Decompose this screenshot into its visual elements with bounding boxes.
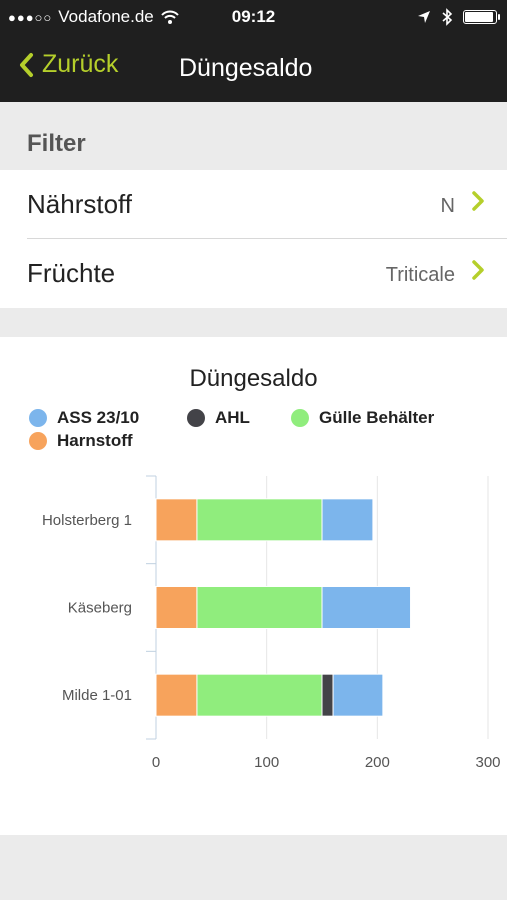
legend-label: AHL	[215, 408, 250, 427]
x-axis-tick-label: 100	[254, 754, 279, 771]
filter-row-fruechte[interactable]: Früchte Triticale	[0, 239, 507, 308]
chart-card: Düngesaldo ASS 23/10 AHL Gülle Behälter …	[0, 337, 507, 835]
filter-section-header: Filter	[0, 102, 507, 170]
back-button[interactable]: Zurück	[18, 50, 118, 79]
bar-segment	[155, 498, 198, 542]
x-axis-tick-label: 200	[365, 754, 390, 771]
legend-label: Harnstoff	[57, 431, 133, 450]
filter-row-naehrstoff[interactable]: Nährstoff N	[0, 170, 507, 239]
y-axis-category-label: Milde 1-01	[62, 687, 132, 704]
chevron-right-icon	[472, 191, 484, 211]
legend-dot-icon	[187, 409, 205, 427]
back-button-label: Zurück	[42, 50, 119, 78]
legend-label: ASS 23/10	[57, 408, 140, 427]
bluetooth-icon	[442, 8, 453, 26]
bar-segment	[196, 673, 323, 717]
x-axis-tick-label: 0	[152, 754, 160, 771]
legend-dot-icon	[29, 409, 47, 427]
filter-list: Nährstoff N Früchte Triticale	[0, 170, 507, 308]
filter-row-label: Früchte	[27, 258, 116, 288]
y-axis-category-label: Holsterberg 1	[42, 512, 132, 529]
legend-dot-icon	[29, 432, 47, 450]
legend-item-ahl[interactable]: AHL	[187, 408, 250, 428]
legend-item-ass[interactable]: ASS 23/10	[29, 408, 139, 428]
navigation-bar: Zurück Düngesaldo	[0, 36, 507, 102]
wifi-icon	[161, 10, 179, 24]
bar-segment	[321, 673, 334, 717]
bar-chart: Holsterberg 1 Käseberg Milde 1-01 0 100 200 30…	[42, 475, 501, 771]
location-arrow-icon	[418, 11, 430, 23]
status-time: 09:12	[231, 7, 276, 26]
bar-segment	[155, 586, 198, 629]
bar-segment	[332, 673, 384, 717]
chart-title: Düngesaldo	[189, 365, 318, 392]
chevron-right-icon	[472, 260, 484, 280]
filter-header-label: Filter	[27, 130, 86, 157]
signal-strength-icon: ●●●○○	[8, 9, 53, 25]
legend-label: Gülle Behälter	[319, 408, 435, 427]
page-title: Düngesaldo	[179, 54, 313, 82]
filter-row-value: Triticale	[385, 264, 455, 286]
y-axis-category-label: Käseberg	[68, 600, 132, 617]
battery-icon	[463, 10, 500, 24]
filter-row-value: N	[440, 195, 455, 217]
legend-item-harnstoff[interactable]: Harnstoff	[29, 431, 133, 451]
bar-segment	[155, 673, 198, 717]
legend-item-guelle[interactable]: Gülle Behälter	[291, 408, 434, 428]
x-axis-tick-label: 300	[475, 754, 500, 771]
carrier-label: Vodafone.de	[58, 7, 154, 26]
legend-dot-icon	[291, 409, 309, 427]
status-bar: ●●●○○ Vodafone.de 09:12	[0, 0, 507, 36]
chevron-left-icon	[20, 52, 33, 77]
bar-segment	[321, 498, 374, 542]
filter-row-label: Nährstoff	[27, 189, 133, 219]
row-divider	[27, 238, 507, 239]
bar-segment	[196, 498, 323, 542]
bar-segment	[196, 586, 323, 629]
bar-segment	[321, 586, 412, 629]
